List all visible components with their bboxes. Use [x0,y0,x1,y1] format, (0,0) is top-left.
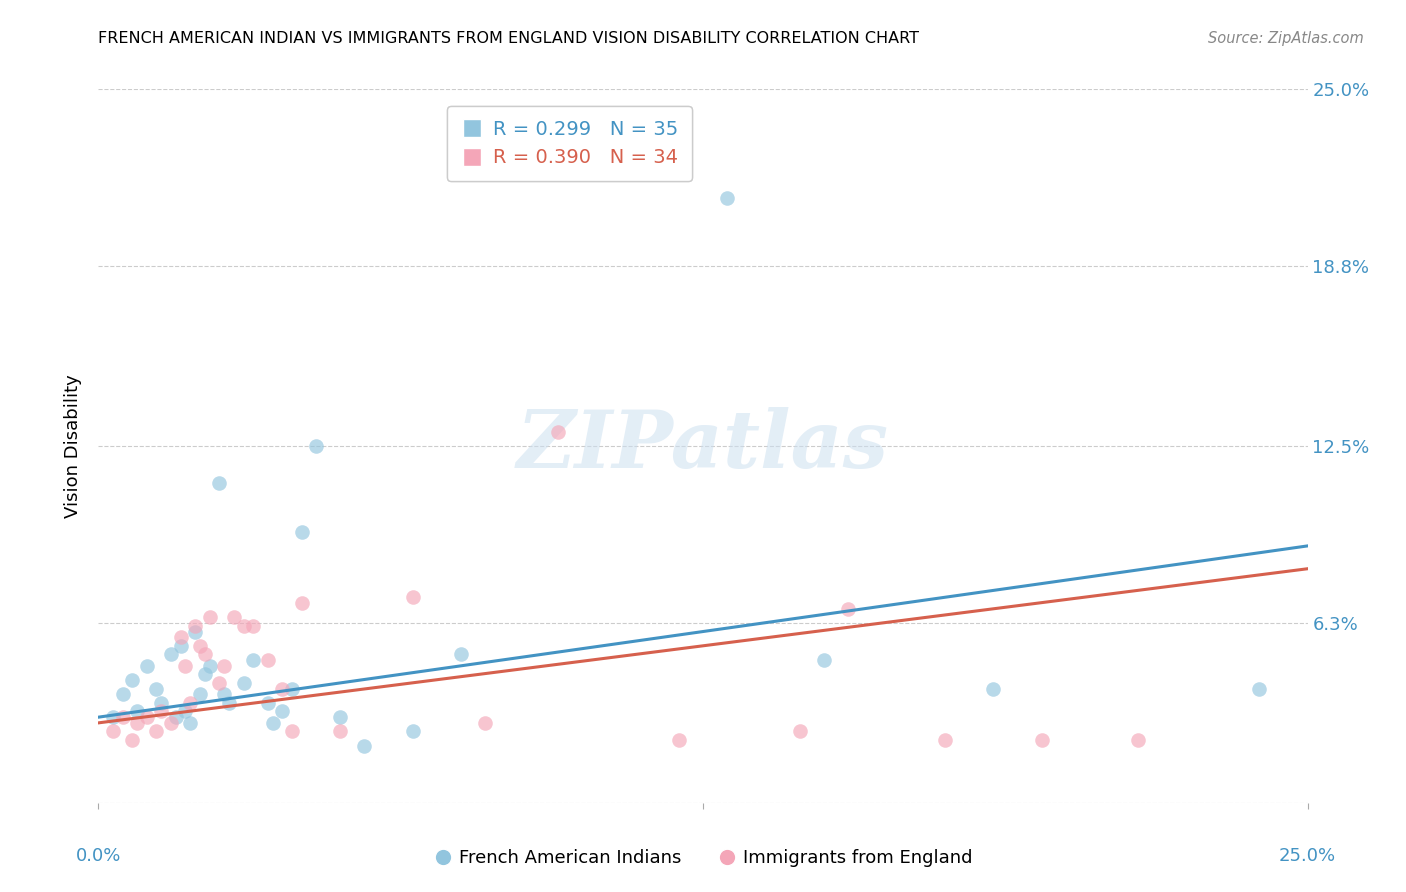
Point [198,658,221,673]
Point [212,687,235,701]
Point [101,710,124,724]
Point [1031,733,1053,747]
Point [179,696,201,710]
Point [160,648,183,662]
Point [232,619,254,633]
Point [547,425,569,439]
Point [188,639,211,653]
Point [668,733,690,747]
Point [256,653,278,667]
Point [101,724,124,739]
Point [135,658,157,673]
Legend: R = 0.299   N = 35, R = 0.390   N = 34: R = 0.299 N = 35, R = 0.390 N = 34 [447,106,692,181]
Point [281,681,304,696]
Point [150,705,173,719]
Point [329,724,352,739]
Point [184,619,207,633]
Point [305,439,328,453]
Point [290,596,312,610]
Point [179,715,201,730]
Point [208,676,231,690]
Point [169,630,191,644]
Point [111,710,134,724]
Point [169,639,191,653]
Point [174,658,197,673]
Point [256,696,278,710]
Point [813,653,835,667]
Point [188,687,211,701]
Point [145,724,167,739]
Point [194,667,217,681]
Point [290,524,312,539]
Text: ZIPatlas: ZIPatlas [517,408,889,484]
Point [194,648,217,662]
Point [789,724,811,739]
Point [135,710,157,724]
Point [111,687,134,701]
Point [121,733,143,747]
Point [262,715,284,730]
Point [232,676,254,690]
Point [716,191,738,205]
Point [981,681,1004,696]
Legend: French American Indians, Immigrants from England: French American Indians, Immigrants from… [426,842,980,874]
Text: 25.0%: 25.0% [1279,847,1336,865]
Point [1249,681,1271,696]
Point [174,705,197,719]
Point [212,658,235,673]
Point [127,705,149,719]
Point [271,705,294,719]
Point [934,733,956,747]
Point [450,648,472,662]
Point [271,681,294,696]
Point [402,591,425,605]
Point [208,476,231,491]
Point [160,715,183,730]
Text: 0.0%: 0.0% [76,847,121,865]
Point [222,610,245,624]
Point [127,715,149,730]
Text: FRENCH AMERICAN INDIAN VS IMMIGRANTS FROM ENGLAND VISION DISABILITY CORRELATION : FRENCH AMERICAN INDIAN VS IMMIGRANTS FRO… [98,31,920,46]
Text: Source: ZipAtlas.com: Source: ZipAtlas.com [1208,31,1364,46]
Point [121,673,143,687]
Point [242,653,264,667]
Point [837,601,859,615]
Point [218,696,240,710]
Point [150,696,173,710]
Point [184,624,207,639]
Point [353,739,375,753]
Y-axis label: Vision Disability: Vision Disability [65,374,83,518]
Point [329,710,352,724]
Point [281,724,304,739]
Point [145,681,167,696]
Point [165,710,187,724]
Point [198,610,221,624]
Point [242,619,264,633]
Point [1128,733,1150,747]
Point [474,715,496,730]
Point [402,724,425,739]
